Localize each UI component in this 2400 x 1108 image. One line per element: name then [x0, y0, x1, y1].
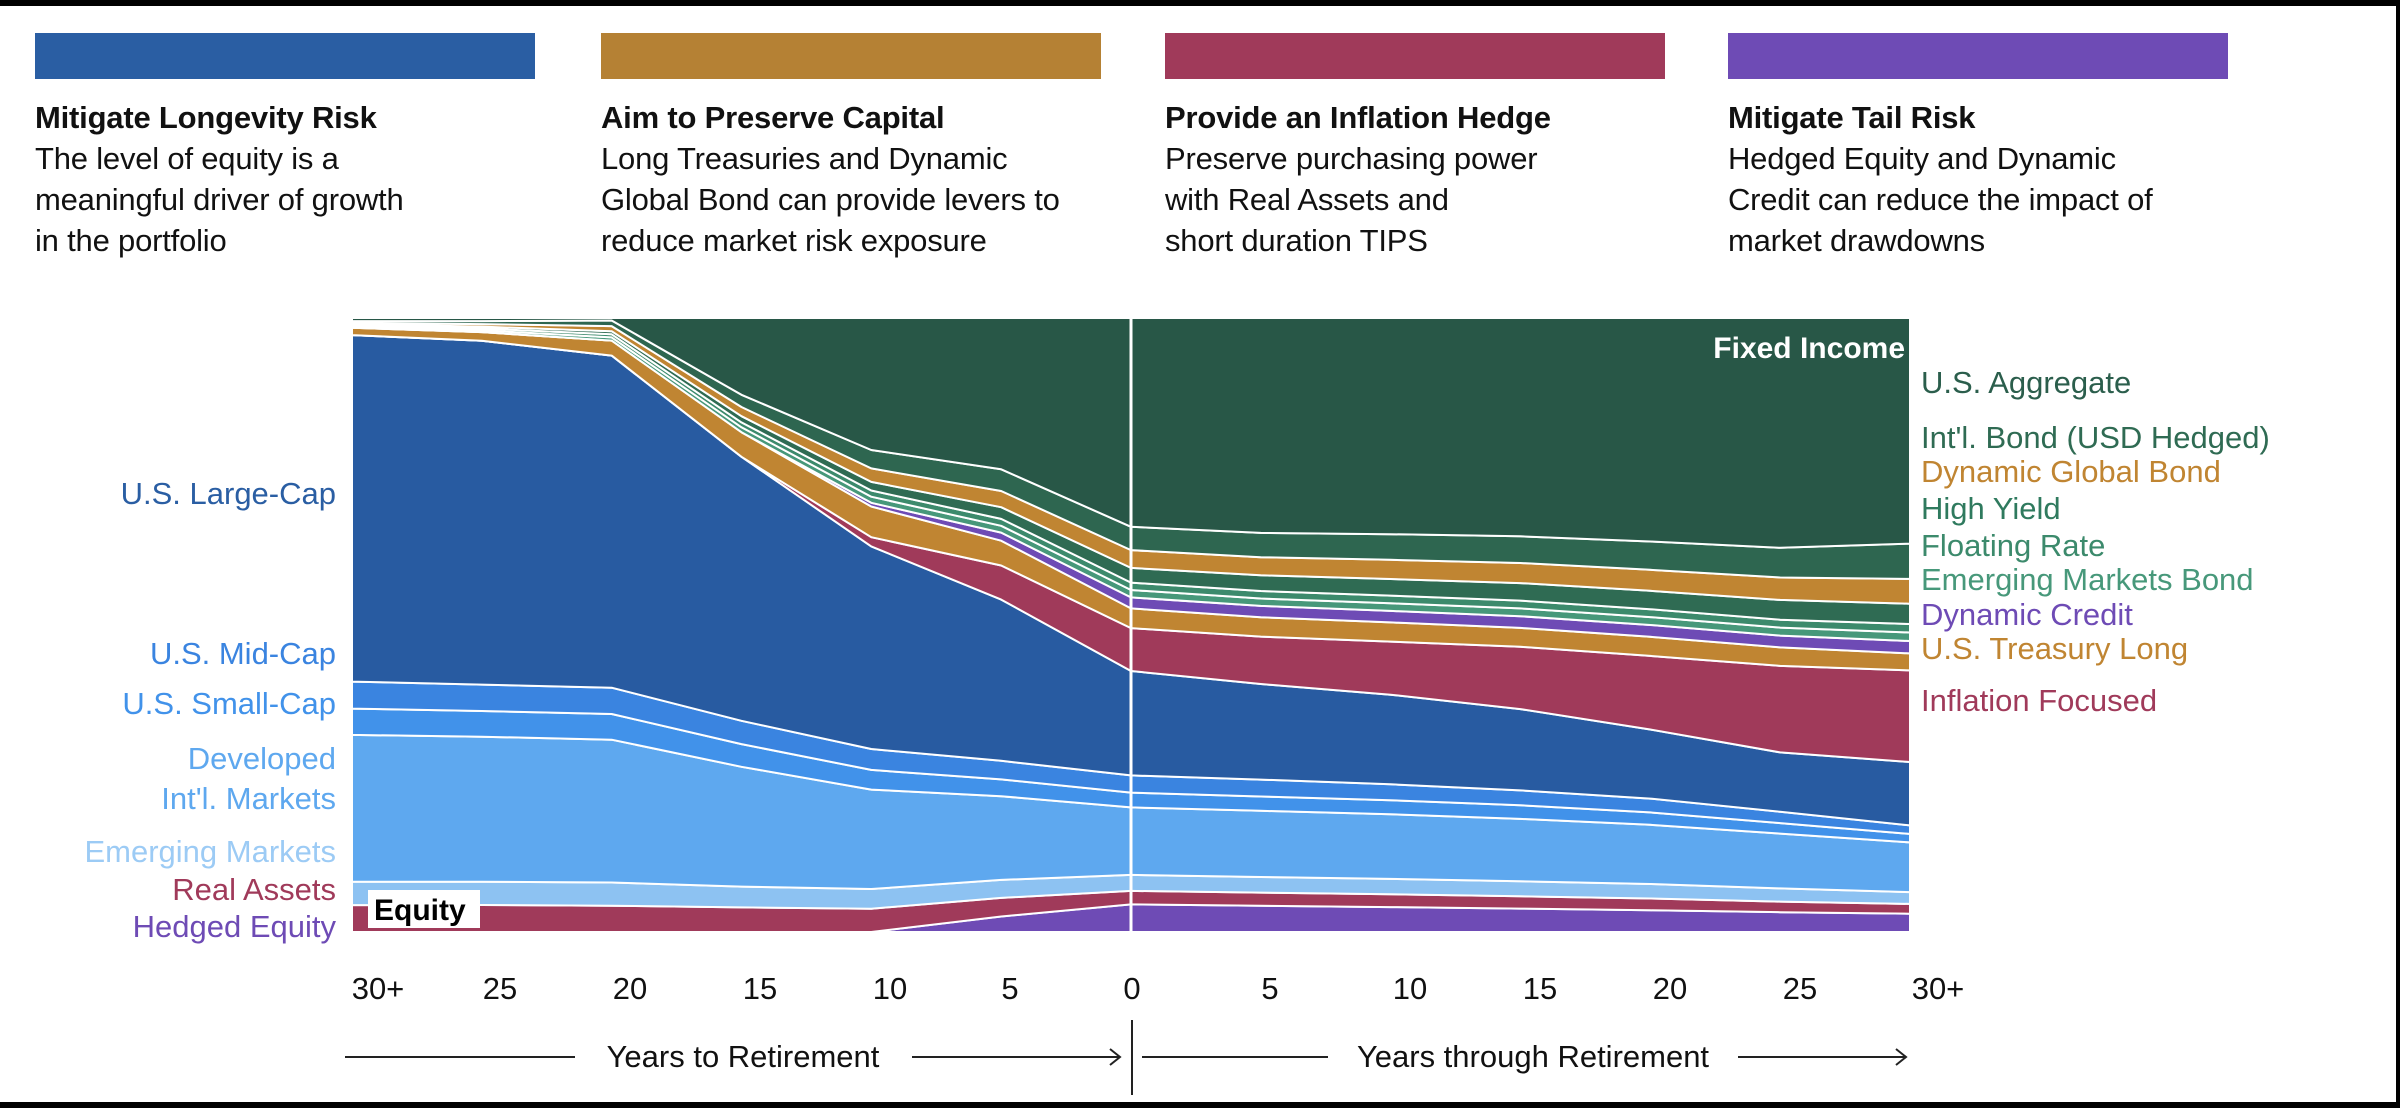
- arrow-head-left-icon: [1109, 1048, 1122, 1066]
- pillar-description-line: with Real Assets and: [1165, 182, 1449, 217]
- x-tick-label: 20: [613, 971, 647, 1006]
- left-series-label: Hedged Equity: [133, 909, 337, 944]
- equity-group-label: Equity: [368, 890, 480, 928]
- pillar-color-bar: [1728, 33, 2228, 79]
- pillar-title: Mitigate Longevity Risk: [35, 100, 377, 135]
- x-axis-title-right: Years through Retirement: [1357, 1039, 1709, 1074]
- pillar-color-bar: [35, 33, 535, 79]
- x-tick-label: 10: [1393, 971, 1427, 1006]
- left-series-label: Real Assets: [172, 872, 336, 907]
- pillar-description-line: Credit can reduce the impact of: [1728, 182, 2153, 217]
- pillar-description-line: short duration TIPS: [1165, 223, 1428, 258]
- arrow-head-right-icon: [1895, 1048, 1908, 1066]
- pillar-description-line: Preserve purchasing power: [1165, 141, 1538, 176]
- pillar-color-bar: [1165, 33, 1665, 79]
- pillar-title: Aim to Preserve Capital: [601, 100, 945, 135]
- right-series-label: U.S. Treasury Long: [1921, 631, 2188, 666]
- x-tick-label: 15: [1523, 971, 1557, 1006]
- pillar-longevity-risk: Mitigate Longevity Risk The level of equ…: [35, 33, 535, 261]
- x-tick-label: 25: [1783, 971, 1817, 1006]
- left-series-label: U.S. Large-Cap: [121, 476, 336, 511]
- right-series-label: Dynamic Credit: [1921, 597, 2133, 632]
- pillar-description-line: meaningful driver of growth: [35, 182, 404, 217]
- right-series-label: Inflation Focused: [1921, 683, 2157, 718]
- pillar-title: Mitigate Tail Risk: [1728, 100, 1976, 135]
- pillar-tail-risk: Mitigate Tail Risk Hedged Equity and Dyn…: [1728, 33, 2228, 261]
- pillar-preserve-capital: Aim to Preserve Capital Long Treasuries …: [601, 33, 1101, 261]
- pillar-title: Provide an Inflation Hedge: [1165, 100, 1551, 135]
- x-tick-label: 5: [1261, 971, 1278, 1006]
- x-axis-ticks: 30+ 25 20 15 10 5 0 5 10 15 20 25 30+: [352, 971, 1965, 1006]
- right-series-label: Floating Rate: [1921, 528, 2105, 563]
- left-series-label: U.S. Small-Cap: [122, 686, 336, 721]
- equity-label-background: [368, 890, 480, 928]
- frame-border-right: [2396, 0, 2400, 1108]
- right-series-label: Emerging Markets Bond: [1921, 562, 2254, 597]
- pillar-color-bar: [601, 33, 1101, 79]
- x-axis-title-left: Years to Retirement: [607, 1039, 880, 1074]
- x-tick-label: 25: [483, 971, 517, 1006]
- x-tick-label: 30+: [1912, 971, 1965, 1006]
- pillar-inflation-hedge: Provide an Inflation Hedge Preserve purc…: [1165, 33, 1665, 261]
- pillar-description-line: Global Bond can provide levers to: [601, 182, 1060, 217]
- x-tick-label: 15: [743, 971, 777, 1006]
- left-series-label: Int'l. Markets: [161, 781, 336, 816]
- pillar-description-line: in the portfolio: [35, 223, 227, 258]
- pillar-description-line: The level of equity is a: [35, 141, 339, 176]
- frame-border-top: [0, 0, 2400, 6]
- x-tick-label: 30+: [352, 971, 405, 1006]
- left-series-label: Developed: [188, 741, 336, 776]
- x-tick-label: 0: [1123, 971, 1140, 1006]
- left-series-label: Emerging Markets: [84, 834, 336, 869]
- x-tick-label: 10: [873, 971, 907, 1006]
- area-layers: [351, 317, 1911, 933]
- right-series-label: U.S. Aggregate: [1921, 365, 2131, 400]
- right-series-label: High Yield: [1921, 491, 2061, 526]
- pillar-description-line: Hedged Equity and Dynamic: [1728, 141, 2116, 176]
- frame-border-bottom: [0, 1102, 2400, 1108]
- left-series-labels: U.S. Large-Cap U.S. Mid-Cap U.S. Small-Cap…: [84, 476, 336, 944]
- pillar-description-line: reduce market risk exposure: [601, 223, 987, 258]
- equity-label-text: Equity: [374, 894, 466, 927]
- fixed-income-group-label: Fixed Income: [1713, 332, 1905, 365]
- pillar-description-line: Long Treasuries and Dynamic: [601, 141, 1008, 176]
- left-series-label: U.S. Mid-Cap: [150, 636, 336, 671]
- right-series-label: Dynamic Global Bond: [1921, 454, 2221, 489]
- right-series-label: Int'l. Bond (USD Hedged): [1921, 420, 2270, 455]
- x-axis-arrows: [345, 1020, 1908, 1095]
- pillar-description-line: market drawdowns: [1728, 223, 1985, 258]
- x-tick-label: 5: [1001, 971, 1018, 1006]
- x-tick-label: 20: [1653, 971, 1687, 1006]
